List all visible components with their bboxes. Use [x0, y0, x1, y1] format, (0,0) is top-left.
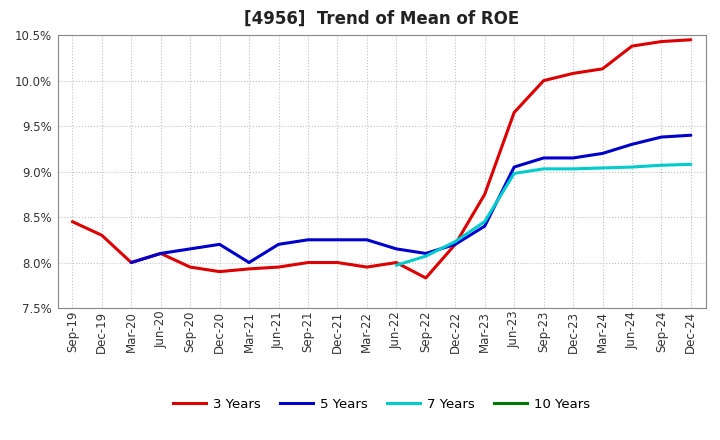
5 Years [156, 251, 165, 256]
5 Years [628, 142, 636, 147]
5 Years [215, 242, 224, 247]
5 Years [657, 134, 666, 139]
7 Years [539, 166, 548, 172]
3 Years [245, 266, 253, 271]
3 Years [392, 260, 400, 265]
Title: [4956]  Trend of Mean of ROE: [4956] Trend of Mean of ROE [244, 10, 519, 28]
7 Years [451, 239, 459, 244]
5 Years [245, 260, 253, 265]
Line: 3 Years: 3 Years [72, 40, 691, 278]
5 Years [304, 237, 312, 242]
5 Years [451, 242, 459, 247]
7 Years [598, 165, 607, 171]
3 Years [480, 192, 489, 197]
Line: 7 Years: 7 Years [396, 164, 691, 265]
3 Years [421, 275, 430, 281]
3 Years [510, 110, 518, 115]
3 Years [127, 260, 135, 265]
5 Years [127, 260, 135, 265]
3 Years [451, 242, 459, 247]
3 Years [156, 251, 165, 256]
3 Years [97, 233, 106, 238]
7 Years [628, 165, 636, 170]
5 Years [510, 165, 518, 170]
7 Years [392, 263, 400, 268]
3 Years [215, 269, 224, 274]
5 Years [274, 242, 283, 247]
3 Years [687, 37, 696, 42]
7 Years [480, 219, 489, 224]
3 Years [304, 260, 312, 265]
7 Years [569, 166, 577, 172]
3 Years [628, 44, 636, 49]
5 Years [687, 132, 696, 138]
3 Years [274, 264, 283, 270]
3 Years [363, 264, 372, 270]
5 Years [539, 155, 548, 161]
Legend: 3 Years, 5 Years, 7 Years, 10 Years: 3 Years, 5 Years, 7 Years, 10 Years [168, 392, 595, 416]
3 Years [598, 66, 607, 71]
5 Years [598, 151, 607, 156]
5 Years [569, 155, 577, 161]
7 Years [421, 253, 430, 259]
7 Years [687, 161, 696, 167]
5 Years [363, 237, 372, 242]
5 Years [186, 246, 194, 252]
3 Years [68, 219, 76, 224]
5 Years [480, 224, 489, 229]
3 Years [539, 78, 548, 83]
5 Years [421, 251, 430, 256]
5 Years [392, 246, 400, 252]
Line: 5 Years: 5 Years [131, 135, 691, 263]
3 Years [333, 260, 342, 265]
5 Years [333, 237, 342, 242]
7 Years [657, 163, 666, 168]
3 Years [569, 71, 577, 76]
3 Years [186, 264, 194, 270]
3 Years [657, 39, 666, 44]
7 Years [510, 171, 518, 176]
